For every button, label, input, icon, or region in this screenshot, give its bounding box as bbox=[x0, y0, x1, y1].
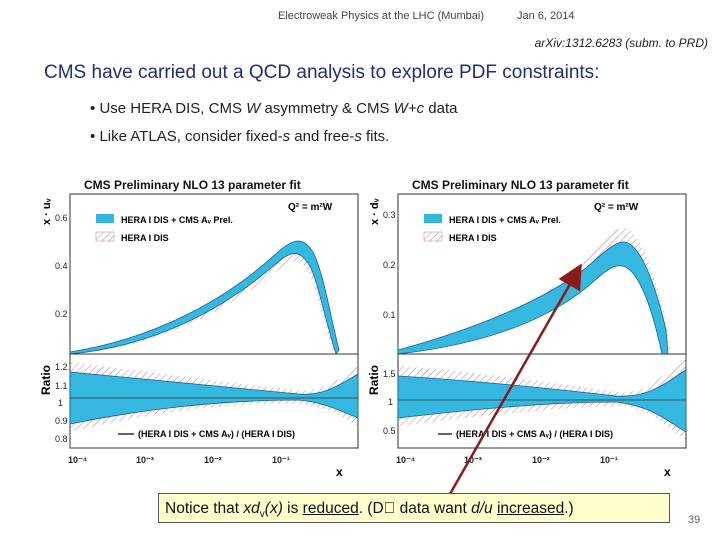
notice-text: d/u bbox=[471, 500, 493, 517]
hatch-band-top bbox=[70, 244, 343, 354]
legend-entry-band: HERA I DIS + CMS Aᵥ Prel. bbox=[449, 215, 561, 225]
bullet-1: • Use HERA DIS, CMS W asymmetry & CMS W+… bbox=[90, 100, 457, 117]
arxiv-reference: arXiv:1312.6283 (subm. to PRD) bbox=[534, 36, 708, 50]
notice-text: v bbox=[259, 509, 265, 521]
y-tick: 1 bbox=[58, 398, 63, 408]
y-ticks-top: 0.3 0.2 0.1 bbox=[383, 210, 396, 320]
x-tick: 10⁻⁴ bbox=[396, 455, 415, 465]
legend-entry-band: HERA I DIS + CMS Aᵥ Prel. bbox=[121, 215, 233, 225]
bullet-text: Like ATLAS, consider fixed- bbox=[99, 128, 283, 145]
header-date: Jan 6, 2014 bbox=[517, 10, 575, 22]
arrow-line bbox=[448, 263, 582, 495]
x-tick: 10⁻¹ bbox=[272, 455, 290, 465]
x-tick: 10⁻³ bbox=[464, 455, 482, 465]
bullet-text: asymmetry & CMS bbox=[260, 100, 394, 117]
y-tick: 1.2 bbox=[55, 362, 68, 372]
y-ticks-top: 0.6 0.4 0.2 bbox=[55, 213, 68, 319]
bullet-marker: • bbox=[90, 100, 96, 117]
slide-title: CMS have carried out a QCD analysis to e… bbox=[44, 62, 600, 83]
y-tick: 0.5 bbox=[383, 426, 396, 436]
notice-text: (x) bbox=[264, 500, 283, 517]
notice-text: increased bbox=[496, 500, 565, 517]
y-tick: 0.2 bbox=[55, 309, 68, 319]
plot-title: CMS Preliminary NLO 13 parameter fit bbox=[84, 178, 301, 192]
bullet-2: • Like ATLAS, consider fixed-s and free-… bbox=[90, 128, 389, 145]
x-ticks: 10⁻⁴ 10⁻³ 10⁻² 10⁻¹ bbox=[396, 455, 618, 465]
notice-text: Notice that bbox=[165, 500, 244, 517]
scale-label: Q² = m²W bbox=[288, 202, 333, 213]
x-tick: 10⁻² bbox=[204, 455, 222, 465]
fit-band-ratio bbox=[397, 369, 687, 433]
y-tick: 1.1 bbox=[55, 381, 68, 391]
y-axis-label-top: x · uᵥ bbox=[41, 197, 53, 225]
bullet-text: s bbox=[282, 128, 291, 145]
header-title: Electroweak Physics at the LHC (Mumbai) bbox=[278, 10, 485, 22]
bullet-text: data bbox=[424, 100, 458, 117]
bullet-text: s bbox=[354, 128, 362, 145]
y-tick: 0.4 bbox=[55, 261, 68, 271]
plot-x-dv: CMS Preliminary NLO 13 parameter fit x ·… bbox=[367, 178, 687, 479]
bullet-text: Use HERA DIS, CMS bbox=[99, 100, 247, 117]
x-axis-label: x bbox=[664, 465, 671, 479]
bullet-marker: • bbox=[90, 128, 96, 145]
scale-label: Q² = m²W bbox=[594, 202, 639, 213]
x-tick: 10⁻³ bbox=[136, 455, 154, 465]
x-tick: 10⁻¹ bbox=[600, 455, 618, 465]
y-axis-label-top: x · dᵥ bbox=[369, 197, 381, 225]
y-ticks-ratio: 1.5 1 0.5 bbox=[383, 369, 396, 436]
notice-text: is bbox=[282, 500, 303, 517]
page-number: 39 bbox=[688, 514, 701, 526]
ratio-label: (HERA I DIS + CMS Aᵥ) / (HERA I DIS) bbox=[138, 429, 295, 439]
y-axis-label-ratio: Ratio bbox=[39, 365, 53, 395]
notice-text: . (D bbox=[358, 500, 396, 517]
y-tick: 1.5 bbox=[383, 369, 396, 379]
ratio-label: (HERA I DIS + CMS Aᵥ) / (HERA I DIS) bbox=[456, 429, 613, 439]
notice-text: data want bbox=[395, 500, 472, 517]
y-tick: 1 bbox=[388, 397, 393, 407]
bullet-text: W+c bbox=[393, 100, 425, 117]
x-tick: 10⁻² bbox=[532, 455, 550, 465]
notice-text: xd bbox=[243, 500, 260, 517]
legend-swatch-hatch bbox=[95, 231, 115, 242]
notice-text: reduced bbox=[302, 500, 359, 517]
bullet-text: W bbox=[246, 100, 261, 117]
y-tick: 0.2 bbox=[383, 260, 396, 270]
legend-entry-hatch: HERA I DIS bbox=[449, 233, 497, 243]
y-tick: 0.9 bbox=[55, 416, 68, 426]
bullet-text: fits. bbox=[361, 128, 390, 145]
notice-box: Notice that xdv(x) is reduced. (D⃠ data … bbox=[158, 493, 670, 523]
plot-title: CMS Preliminary NLO 13 parameter fit bbox=[412, 178, 629, 192]
x-tick: 10⁻⁴ bbox=[68, 455, 87, 465]
x-axis-label: x bbox=[336, 465, 343, 479]
legend-swatch-hatch bbox=[423, 231, 443, 242]
legend-swatch-band bbox=[424, 214, 442, 223]
y-tick: 0.3 bbox=[383, 210, 396, 220]
y-ticks-ratio: 1.2 1.1 1 0.9 0.8 bbox=[55, 362, 68, 444]
legend-entry-hatch: HERA I DIS bbox=[121, 233, 169, 243]
notice-text: .) bbox=[564, 500, 574, 517]
y-tick: 0.1 bbox=[383, 310, 396, 320]
x-ticks: 10⁻⁴ 10⁻³ 10⁻² 10⁻¹ bbox=[68, 455, 290, 465]
y-tick: 0.8 bbox=[55, 434, 68, 444]
y-tick: 0.6 bbox=[55, 213, 68, 223]
bullet-text: and free- bbox=[290, 128, 355, 145]
plot-x-uv: CMS Preliminary NLO 13 parameter fit x ·… bbox=[39, 178, 359, 479]
y-axis-label-ratio: Ratio bbox=[367, 365, 381, 395]
legend-swatch-band bbox=[96, 214, 114, 223]
